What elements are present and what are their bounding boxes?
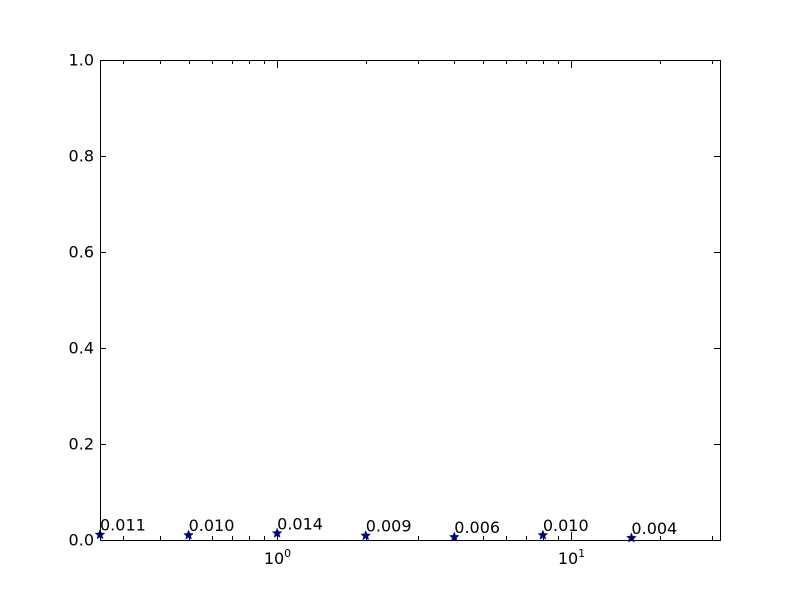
plot-frame <box>100 60 721 541</box>
data-point-star <box>448 531 460 542</box>
data-label: 0.010 <box>189 516 235 535</box>
data-point-star <box>271 527 283 538</box>
labels-layer: 0.011 0.010 0.014 0.009 0.006 0.010 0.004 <box>100 514 677 538</box>
data-label: 0.014 <box>277 514 323 533</box>
y-tick-label: 0.0 <box>69 531 94 550</box>
data-label: 0.009 <box>366 517 412 536</box>
data-point-star <box>537 529 549 540</box>
data-point-star <box>183 529 194 540</box>
data-label: 0.010 <box>543 516 589 535</box>
y-tick-label: 0.4 <box>69 339 94 358</box>
ticks-layer: 0.0 0.2 0.4 0.6 0.8 1.0 100 101 <box>69 51 720 568</box>
points-layer <box>94 527 637 543</box>
y-tick-label: 0.6 <box>69 243 94 262</box>
y-tick-label: 0.8 <box>69 147 94 166</box>
x-tick-label: 100 <box>264 547 291 568</box>
data-label: 0.011 <box>100 516 146 535</box>
data-label: 0.004 <box>631 519 677 538</box>
y-tick-label: 0.2 <box>69 435 94 454</box>
data-label: 0.006 <box>454 518 500 537</box>
x-tick-label: 101 <box>558 547 585 568</box>
data-point-star <box>360 530 372 541</box>
y-tick-label: 1.0 <box>69 51 94 70</box>
